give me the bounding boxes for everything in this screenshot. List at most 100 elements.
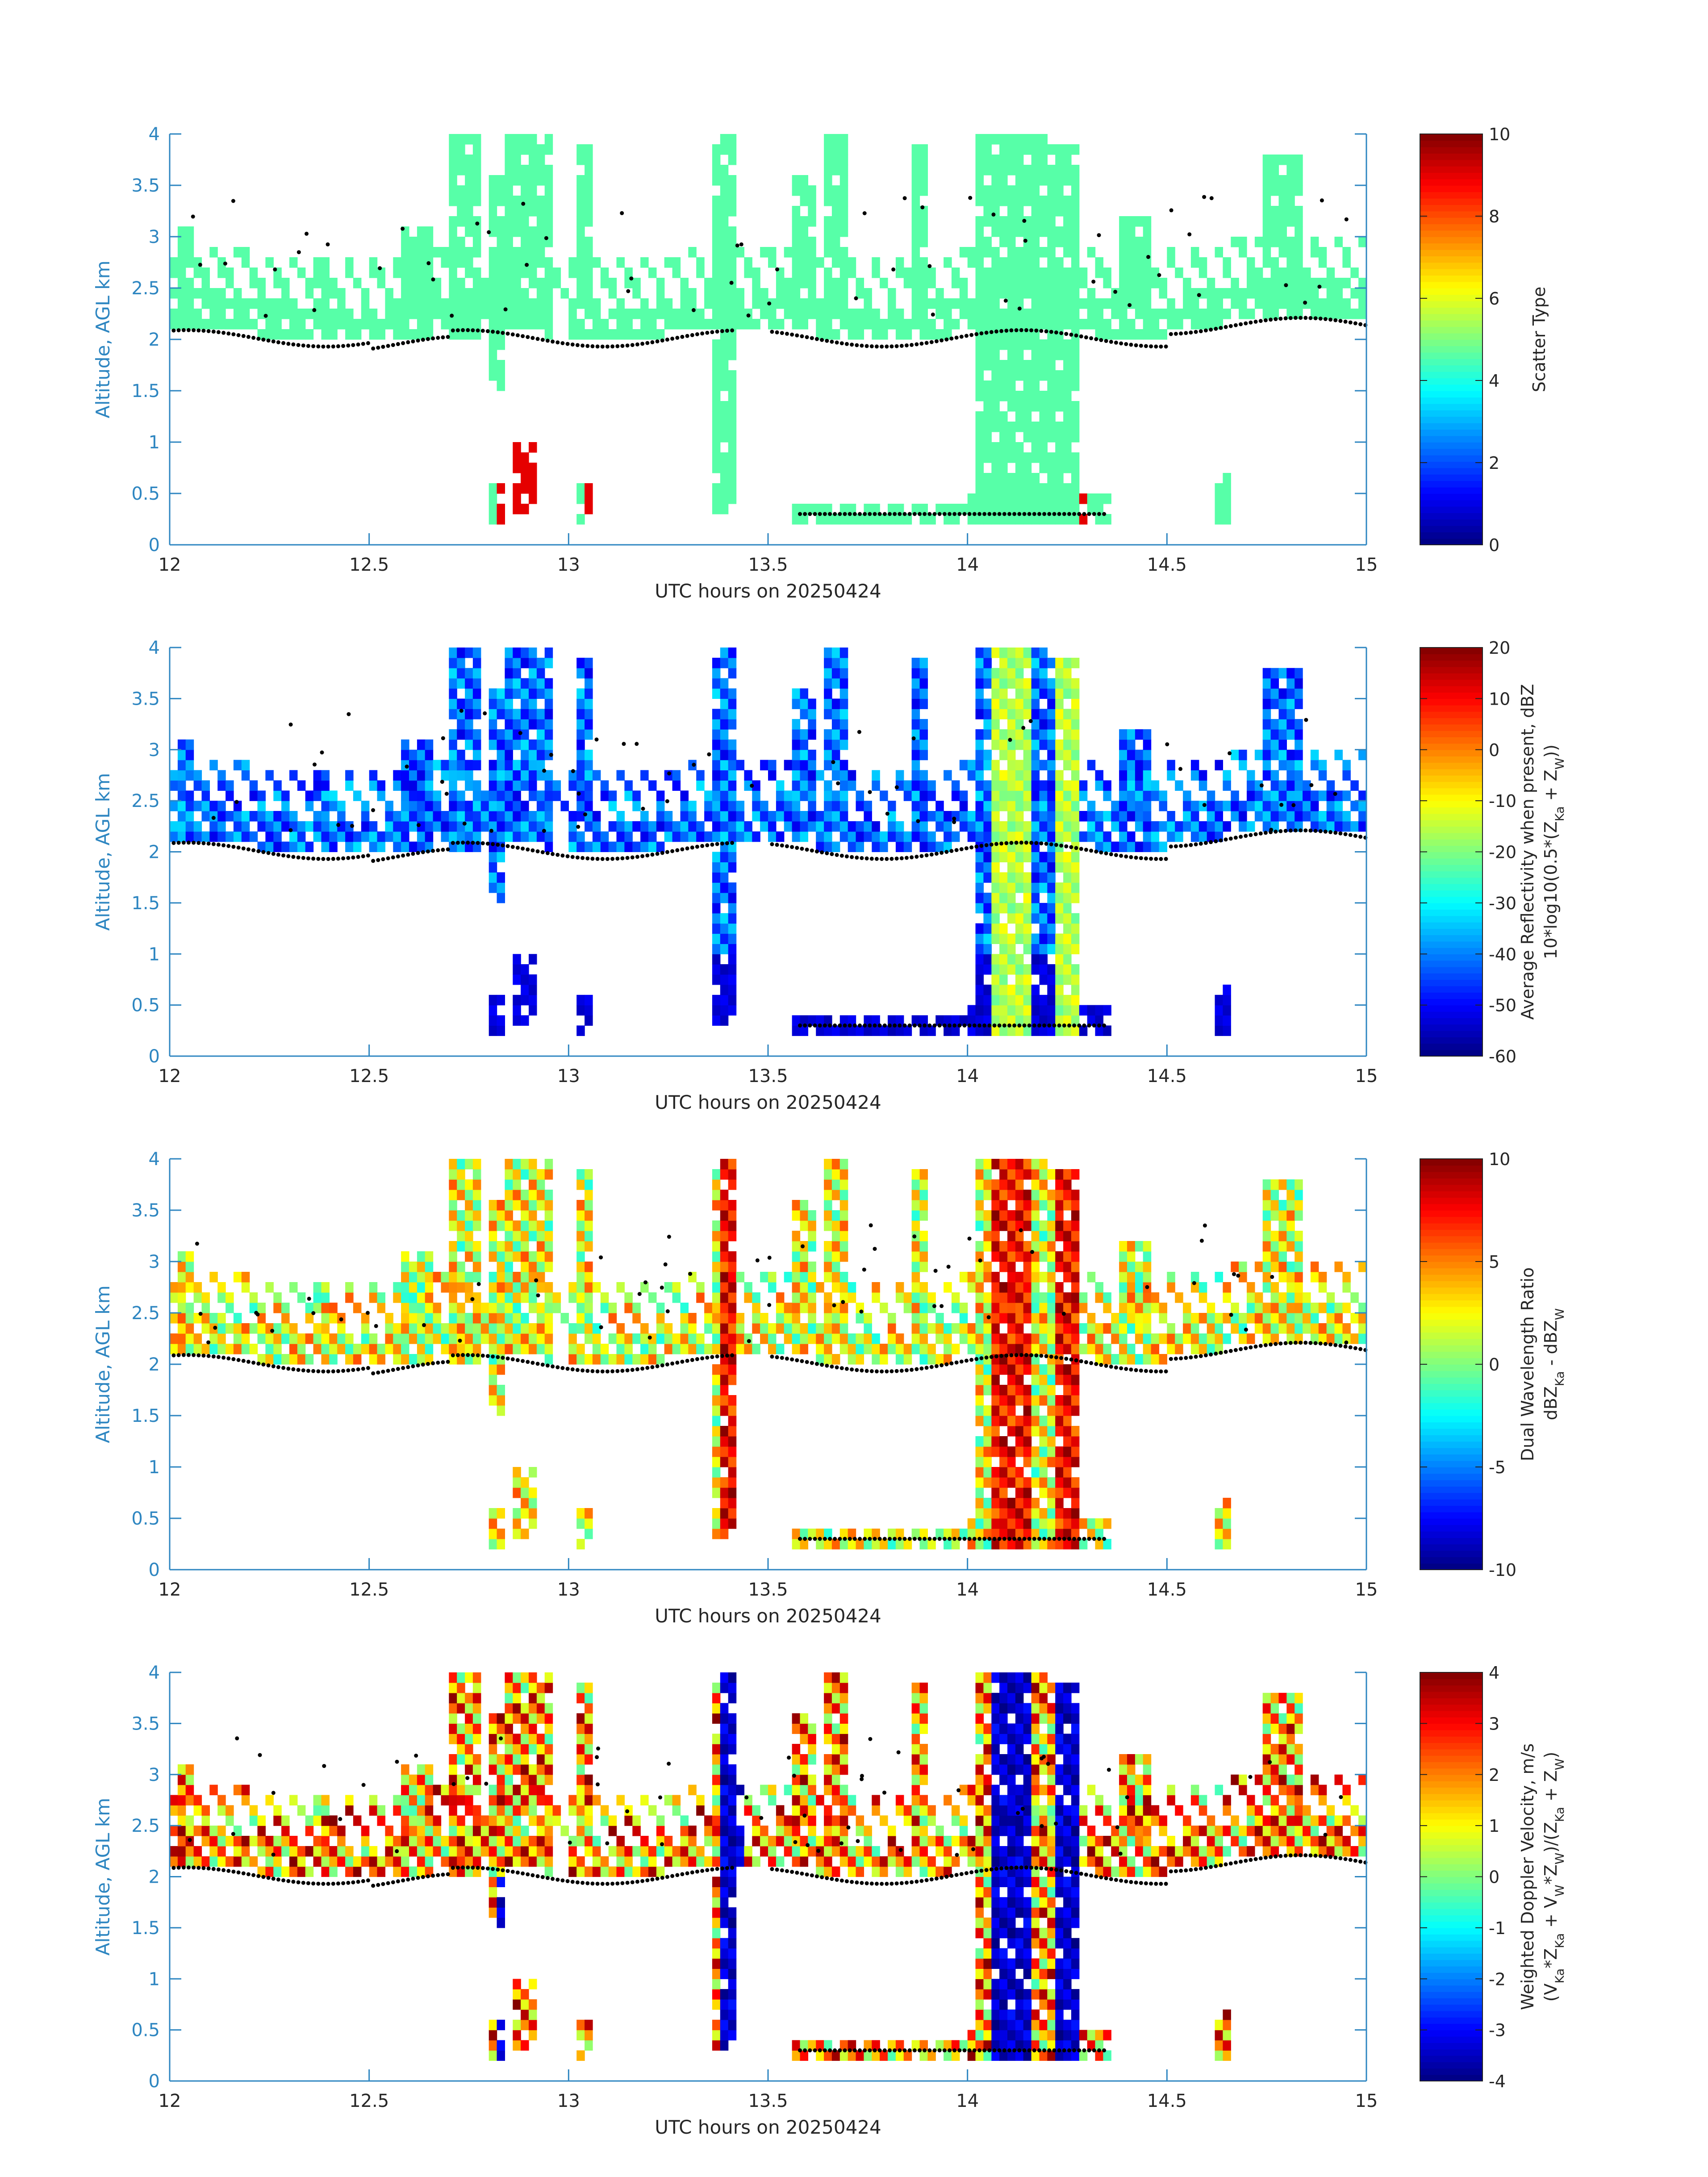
- heatmap-cell: [911, 678, 920, 689]
- colorbar-swatch: [1420, 845, 1482, 852]
- heatmap-cell: [1215, 1005, 1223, 1016]
- heatmap-cell: [489, 1313, 497, 1324]
- heatmap-cell: [1055, 473, 1064, 484]
- heatmap-cell: [1007, 144, 1016, 155]
- heatmap-cell: [1071, 1015, 1080, 1026]
- heatmap-cell: [1071, 360, 1080, 371]
- heatmap-cell: [880, 514, 888, 525]
- heatmap-cell: [991, 257, 1000, 268]
- heatmap-cell: [839, 801, 848, 811]
- heatmap-cell: [864, 309, 872, 319]
- colorbar-swatch: [1420, 648, 1482, 655]
- boundary-point: [386, 856, 390, 861]
- boundary-point: [931, 312, 935, 317]
- heatmap-cell: [824, 668, 832, 679]
- heatmap-cell: [1358, 749, 1367, 760]
- heatmap-cell: [824, 288, 832, 299]
- heatmap-cell: [1047, 923, 1056, 934]
- heatmap-cell: [409, 790, 418, 801]
- heatmap-cell: [1358, 801, 1367, 811]
- heatmap-cell: [632, 1354, 641, 1365]
- heatmap-cell: [513, 216, 521, 227]
- heatmap-cell: [951, 790, 960, 801]
- heatmap-cell: [529, 1488, 537, 1498]
- heatmap-cell: [919, 309, 928, 319]
- heatmap-cell: [999, 226, 1008, 237]
- heatmap-cell: [1326, 790, 1335, 801]
- heatmap-cell: [513, 1303, 521, 1313]
- heatmap-cell: [433, 278, 442, 288]
- heatmap-cell: [345, 257, 354, 268]
- heatmap-cell: [728, 1323, 737, 1334]
- heatmap-cell: [808, 760, 816, 771]
- heatmap-cell: [1310, 288, 1319, 299]
- heatmap-cell: [688, 288, 697, 299]
- heatmap-cell: [1239, 309, 1247, 319]
- boundary-point: [873, 1023, 877, 1028]
- heatmap-cell: [983, 247, 992, 258]
- heatmap-cell: [1031, 678, 1040, 689]
- heatmap-cell: [361, 1323, 370, 1334]
- heatmap-cell: [1047, 339, 1056, 350]
- heatmap-cell: [1071, 964, 1080, 975]
- heatmap-cell: [1262, 196, 1271, 206]
- heatmap-cell: [1143, 770, 1152, 781]
- heatmap-cell: [1262, 678, 1271, 689]
- heatmap-cell: [472, 1200, 481, 1211]
- heatmap-cell: [1286, 760, 1295, 771]
- heatmap-cell: [872, 1015, 880, 1026]
- heatmap-cell: [576, 319, 585, 330]
- heatmap-cell: [983, 852, 992, 862]
- colorbar-swatch: [1420, 941, 1482, 948]
- colorbar-swatch: [1420, 134, 1482, 141]
- colorbar-swatch: [1420, 442, 1482, 449]
- heatmap-cell: [1055, 319, 1064, 330]
- colorbar-swatch: [1420, 500, 1482, 507]
- heatmap-cell: [536, 196, 545, 206]
- heatmap-cell: [465, 1220, 473, 1231]
- heatmap-cell: [1342, 790, 1351, 801]
- heatmap-cell: [712, 1436, 721, 1447]
- heatmap-cell: [249, 298, 258, 309]
- heatmap-cell: [472, 1220, 481, 1231]
- heatmap-cell: [457, 237, 465, 247]
- heatmap-cell: [449, 288, 457, 299]
- heatmap-cell: [728, 1313, 737, 1324]
- heatmap-cell: [513, 144, 521, 155]
- boundary-point: [1157, 273, 1161, 277]
- heatmap-cell: [1055, 226, 1064, 237]
- heatmap-cell: [297, 831, 306, 842]
- heatmap-cell: [425, 329, 434, 340]
- heatmap-cell: [505, 688, 513, 699]
- heatmap-cell: [521, 134, 529, 145]
- heatmap-cell: [472, 801, 481, 811]
- heatmap-cell: [529, 493, 537, 504]
- boundary-point: [326, 344, 330, 349]
- heatmap-cell: [1095, 1005, 1103, 1016]
- boundary-point: [1318, 829, 1323, 833]
- heatmap-cell: [1231, 811, 1239, 822]
- boundary-point: [957, 1023, 962, 1028]
- heatmap-cell: [648, 267, 657, 278]
- heatmap-cell: [1015, 709, 1024, 719]
- heatmap-cell: [433, 298, 442, 309]
- heatmap-cell: [1007, 984, 1016, 995]
- heatmap-cell: [1055, 175, 1064, 186]
- heatmap-cell: [975, 144, 984, 155]
- heatmap-cell: [1295, 267, 1303, 278]
- heatmap-cell: [592, 831, 601, 842]
- heatmap-cell: [608, 821, 617, 832]
- heatmap-cell: [1007, 493, 1016, 504]
- heatmap-cell: [1095, 841, 1103, 852]
- heatmap-cell: [489, 1364, 497, 1375]
- boundary-point: [1097, 233, 1101, 238]
- heatmap-cell: [768, 309, 777, 319]
- heatmap-cell: [752, 319, 760, 330]
- heatmap-cell: [345, 1292, 354, 1303]
- heatmap-cell: [720, 1457, 729, 1467]
- heatmap-cell: [895, 831, 904, 842]
- heatmap-cell: [991, 267, 1000, 278]
- boundary-point: [1239, 322, 1243, 326]
- heatmap-cell: [1143, 739, 1152, 750]
- heatmap-cell: [536, 1231, 545, 1241]
